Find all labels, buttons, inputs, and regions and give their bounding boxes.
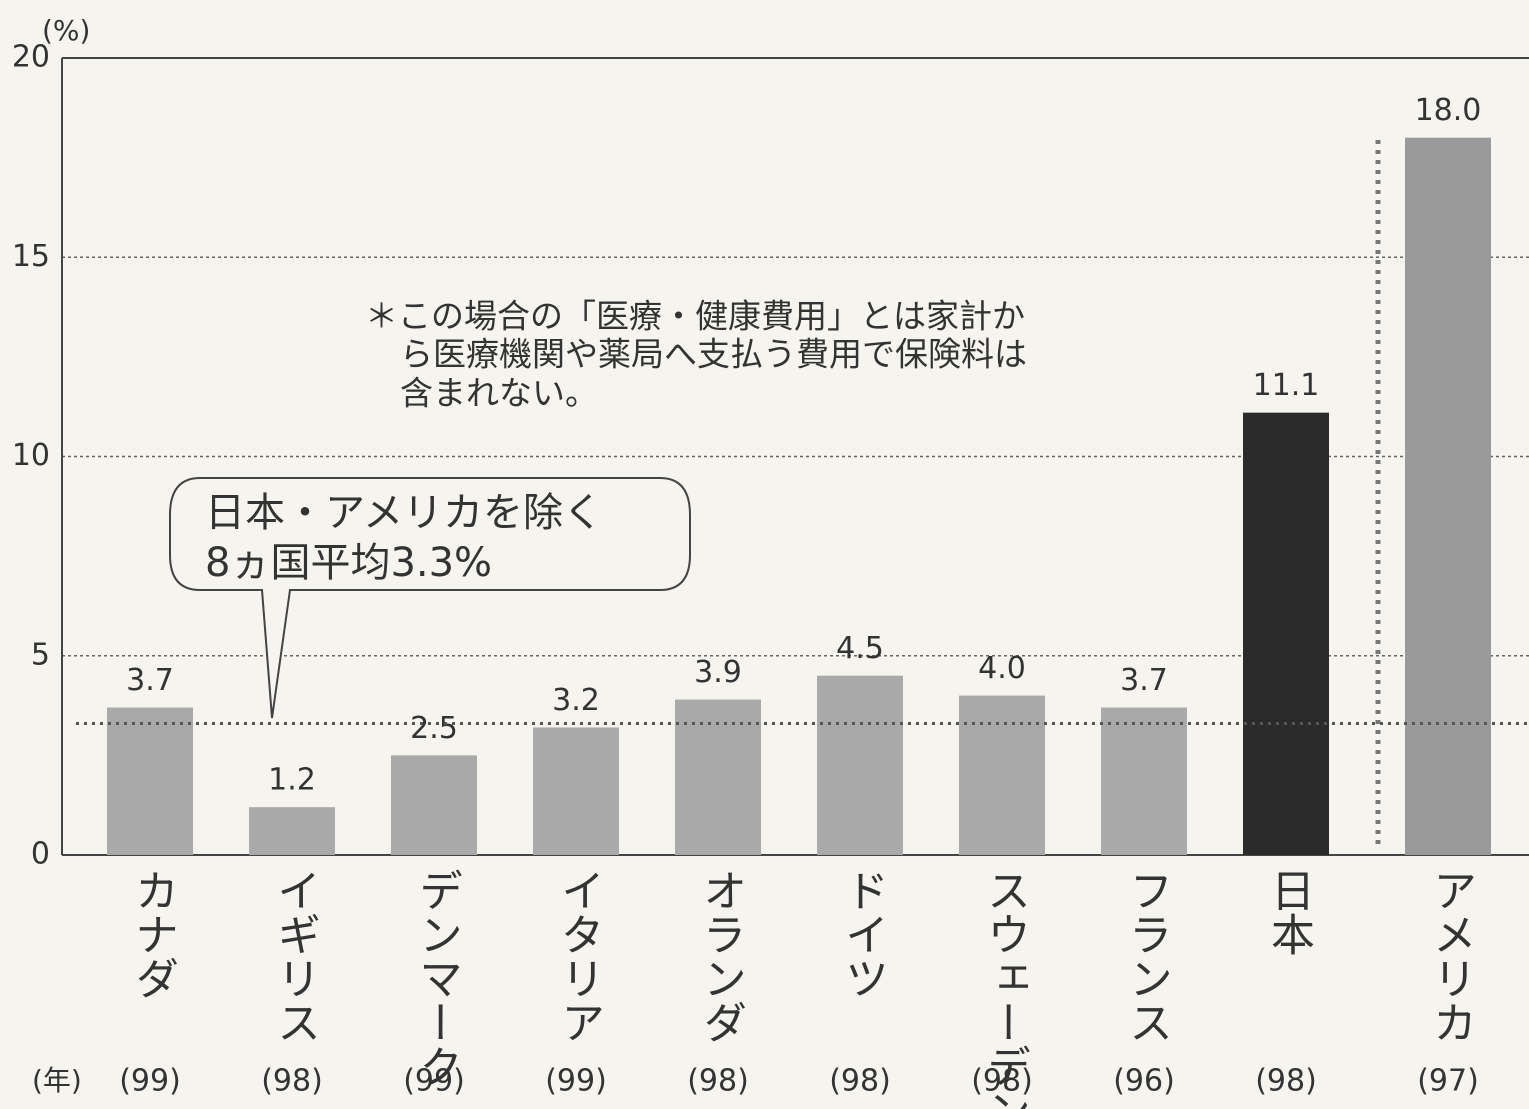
year-tick-label: (97): [1417, 1064, 1479, 1099]
value-label: 4.5: [836, 631, 884, 666]
year-tick-label: (96): [1113, 1064, 1175, 1099]
x-tick-label: アメリカ: [1425, 868, 1476, 1044]
x-tick-label: スウェーデン: [979, 868, 1030, 1109]
value-label: 3.9: [694, 655, 742, 690]
bar: [533, 727, 619, 855]
value-label: 3.7: [126, 663, 174, 698]
x-tick-label: イギリス: [269, 868, 320, 1044]
value-label: 3.7: [1120, 663, 1168, 698]
callout-text: 8ヵ国平均3.3%: [205, 540, 492, 586]
callout-text: 日本・アメリカを除く: [205, 490, 603, 536]
bar: [391, 755, 477, 855]
callout-bubble: [169, 477, 691, 719]
unit-label: (%): [42, 14, 90, 47]
year-tick-label: (98): [829, 1064, 891, 1099]
year-tick-label: (98): [1255, 1064, 1317, 1099]
x-tick-label: デンマーク: [411, 868, 462, 1088]
value-label: 2.5: [410, 711, 458, 746]
bar: [249, 807, 335, 855]
bar: [1243, 412, 1329, 855]
year-tick-label: (98): [971, 1064, 1033, 1099]
bar: [1101, 707, 1187, 855]
y-tick-label: 10: [12, 438, 50, 473]
bar: [107, 707, 193, 855]
year-tick-label: (99): [403, 1064, 465, 1099]
value-label: 4.0: [978, 651, 1026, 686]
year-label: (年): [32, 1064, 82, 1097]
x-tick-label: オランダ: [695, 868, 746, 1044]
y-tick-label: 0: [31, 837, 50, 872]
x-tick-label: 日本: [1263, 868, 1314, 956]
value-label: 18.0: [1415, 93, 1482, 128]
y-tick-label: 15: [12, 239, 50, 274]
year-tick-label: (99): [545, 1064, 607, 1099]
value-label: 3.2: [552, 683, 600, 718]
y-tick-label: 5: [31, 637, 50, 672]
x-tick-label: カナダ: [127, 868, 178, 1000]
y-tick-label: 20: [12, 40, 50, 75]
x-tick-label: ドイツ: [837, 868, 888, 1000]
bar: [817, 675, 903, 855]
note-text: ら医療機関や薬局へ支払う費用で保険料は: [400, 335, 1027, 374]
x-tick-label: フランス: [1121, 868, 1172, 1044]
bar: [675, 699, 761, 855]
bar: [959, 695, 1045, 855]
bar: [1405, 137, 1491, 855]
x-tick-label: イタリア: [553, 868, 604, 1044]
year-tick-label: (98): [261, 1064, 323, 1099]
note-text: 含まれない。: [400, 374, 598, 413]
year-tick-label: (98): [687, 1064, 749, 1099]
note-text: ＊この場合の「医療・健康費用」とは家計か: [365, 297, 1025, 336]
year-tick-label: (99): [119, 1064, 181, 1099]
value-label: 11.1: [1253, 368, 1320, 403]
value-label: 1.2: [268, 763, 316, 798]
